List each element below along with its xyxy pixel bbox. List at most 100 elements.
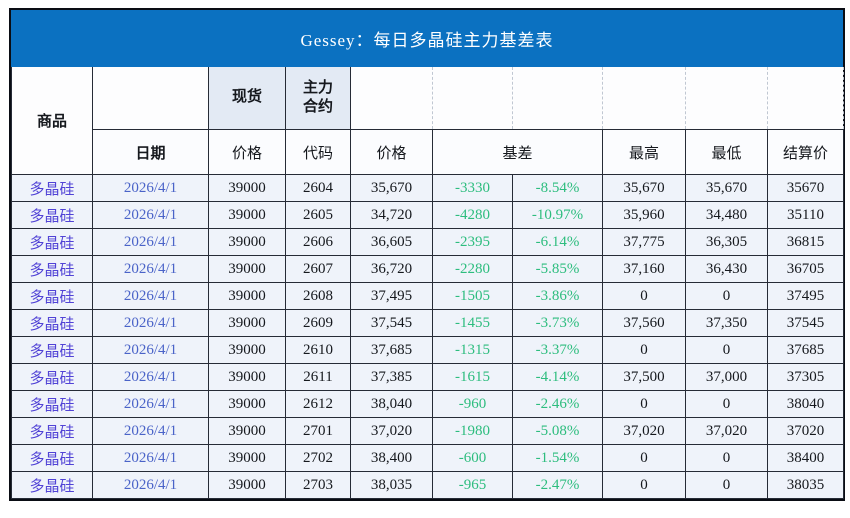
cell-spot-price: 39000	[208, 309, 286, 337]
cell-date: 2026/4/1	[92, 174, 209, 202]
header-empty-cell	[767, 67, 844, 130]
cell-contract-code: 2605	[285, 201, 351, 229]
cell-basis-percent: -5.08%	[512, 417, 603, 445]
header-code: 代码	[285, 129, 351, 175]
cell-low: 0	[685, 282, 768, 310]
header-row-groups: 商品 现货 主力 合约	[11, 67, 844, 175]
cell-high: 35,960	[602, 201, 686, 229]
cell-main-price: 34,720	[350, 201, 433, 229]
cell-low: 0	[685, 390, 768, 418]
cell-settle-price: 38400	[767, 444, 844, 472]
cell-basis: -1455	[432, 309, 513, 337]
cell-spot-price: 39000	[208, 336, 286, 364]
cell-basis: -2395	[432, 228, 513, 256]
table-row: 多晶硅 2026/4/1 39000 2606 36,605 -2395 -6.…	[11, 228, 844, 256]
cell-high: 0	[602, 471, 686, 499]
header-empty-cell	[685, 67, 768, 130]
cell-basis-percent: -8.54%	[512, 174, 603, 202]
header-high: 最高	[602, 129, 686, 175]
cell-high: 37,160	[602, 255, 686, 283]
cell-high: 0	[602, 390, 686, 418]
cell-settle-price: 37545	[767, 309, 844, 337]
cell-date: 2026/4/1	[92, 201, 209, 229]
cell-basis-percent: -4.14%	[512, 363, 603, 391]
cell-spot-price: 39000	[208, 255, 286, 283]
cell-contract-code: 2604	[285, 174, 351, 202]
header-main-contract-line1: 主力	[302, 79, 333, 96]
cell-spot-price: 39000	[208, 390, 286, 418]
cell-main-price: 38,040	[350, 390, 433, 418]
cell-spot-price: 39000	[208, 201, 286, 229]
cell-main-price: 35,670	[350, 174, 433, 202]
cell-spot-price: 39000	[208, 417, 286, 445]
cell-main-price: 38,400	[350, 444, 433, 472]
cell-date: 2026/4/1	[92, 417, 209, 445]
header-main-contract-line2: 合约	[302, 99, 333, 115]
cell-high: 0	[602, 282, 686, 310]
cell-low: 35,670	[685, 174, 768, 202]
cell-date: 2026/4/1	[92, 282, 209, 310]
basis-table-sheet: Gessey：每日多晶硅主力基差表 商品 现货 主力 合约	[9, 8, 845, 501]
cell-commodity: 多晶硅	[11, 444, 93, 472]
cell-commodity: 多晶硅	[11, 363, 93, 391]
cell-date: 2026/4/1	[92, 390, 209, 418]
table-row: 多晶硅 2026/4/1 39000 2703 38,035 -965 -2.4…	[11, 471, 844, 499]
cell-basis-percent: -3.37%	[512, 336, 603, 364]
cell-main-price: 37,020	[350, 417, 433, 445]
cell-basis: -2280	[432, 255, 513, 283]
cell-basis-percent: -10.97%	[512, 201, 603, 229]
table-row: 多晶硅 2026/4/1 39000 2611 37,385 -1615 -4.…	[11, 363, 844, 391]
cell-high: 35,670	[602, 174, 686, 202]
cell-low: 37,350	[685, 309, 768, 337]
header-empty-cell	[512, 67, 603, 130]
cell-commodity: 多晶硅	[11, 174, 93, 202]
cell-high: 37,500	[602, 363, 686, 391]
table-title-bar: Gessey：每日多晶硅主力基差表	[11, 10, 843, 67]
cell-settle-price: 35110	[767, 201, 844, 229]
cell-contract-code: 2703	[285, 471, 351, 499]
cell-settle-price: 37495	[767, 282, 844, 310]
cell-settle-price: 37305	[767, 363, 844, 391]
header-empty-cell	[92, 67, 209, 130]
header-main-price: 价格	[350, 129, 433, 175]
cell-contract-code: 2606	[285, 228, 351, 256]
cell-settle-price: 36705	[767, 255, 844, 283]
cell-contract-code: 2612	[285, 390, 351, 418]
cell-commodity: 多晶硅	[11, 255, 93, 283]
cell-main-price: 37,685	[350, 336, 433, 364]
header-spot-price: 价格	[208, 129, 286, 175]
table-row: 多晶硅 2026/4/1 39000 2604 35,670 -3330 -8.…	[11, 174, 844, 202]
header-empty-cell	[432, 67, 513, 130]
cell-low: 36,430	[685, 255, 768, 283]
cell-date: 2026/4/1	[92, 471, 209, 499]
cell-low: 0	[685, 336, 768, 364]
cell-commodity: 多晶硅	[11, 336, 93, 364]
cell-basis-percent: -1.54%	[512, 444, 603, 472]
cell-main-price: 36,605	[350, 228, 433, 256]
table-row: 多晶硅 2026/4/1 39000 2610 37,685 -1315 -3.…	[11, 336, 844, 364]
cell-date: 2026/4/1	[92, 228, 209, 256]
cell-basis: -965	[432, 471, 513, 499]
cell-spot-price: 39000	[208, 444, 286, 472]
cell-contract-code: 2702	[285, 444, 351, 472]
cell-settle-price: 37020	[767, 417, 844, 445]
cell-contract-code: 2607	[285, 255, 351, 283]
cell-basis-percent: -3.86%	[512, 282, 603, 310]
cell-high: 37,020	[602, 417, 686, 445]
header-row-columns: 日期 价格 代码 价格 基差 最高 最低 结算价	[12, 129, 844, 175]
cell-settle-price: 35670	[767, 174, 844, 202]
cell-basis: -3330	[432, 174, 513, 202]
cell-basis: -960	[432, 390, 513, 418]
table-title: Gessey：每日多晶硅主力基差表	[300, 31, 554, 50]
header-spot-group: 现货	[208, 67, 286, 130]
cell-date: 2026/4/1	[92, 336, 209, 364]
cell-commodity: 多晶硅	[11, 471, 93, 499]
cell-spot-price: 39000	[208, 174, 286, 202]
cell-low: 0	[685, 471, 768, 499]
cell-contract-code: 2610	[285, 336, 351, 364]
cell-basis: -600	[432, 444, 513, 472]
header-empty-cell	[602, 67, 686, 130]
basis-table: 商品 现货 主力 合约 日期 价格 代码 价格 基差 最高	[11, 67, 844, 499]
table-row: 多晶硅 2026/4/1 39000 2608 37,495 -1505 -3.…	[11, 282, 844, 310]
cell-basis: -1315	[432, 336, 513, 364]
